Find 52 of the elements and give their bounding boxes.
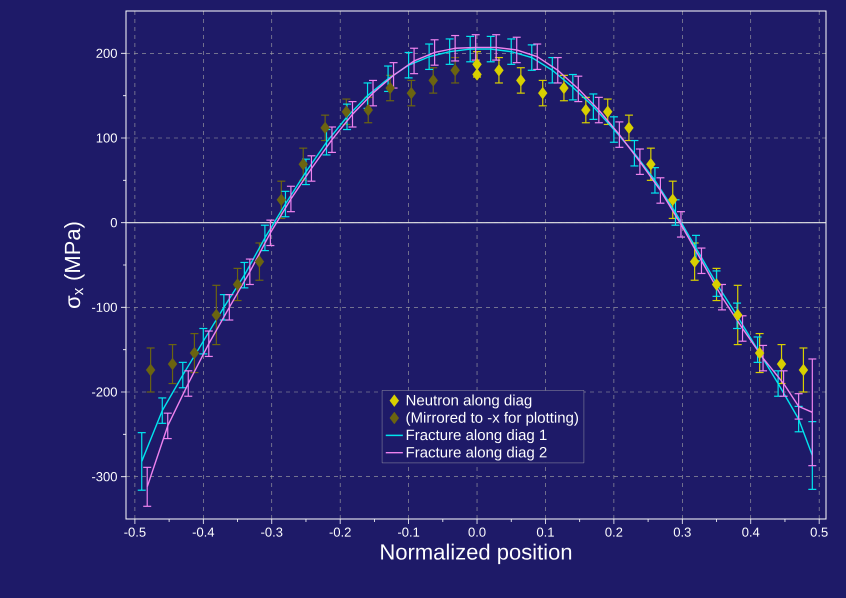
y-axis-title: σ$_{x}$ (MPa) [64,222,85,308]
x-tick-label: -0.2 [330,528,351,537]
point [190,346,200,360]
y-tick-label: 0 [110,218,117,228]
x-tick-label: 0.1 [536,528,554,537]
x-tick-label: 0.0 [468,528,486,537]
y-tick-label: -300 [92,472,117,482]
point [733,308,742,322]
point [212,308,222,322]
point [712,278,722,291]
point [690,255,700,268]
point [559,82,569,94]
point [581,104,591,116]
x-tick-label: 0.2 [605,528,622,537]
x-tick-label: 0.5 [810,528,828,537]
point [798,364,808,376]
point [516,74,526,87]
point [320,122,330,134]
y-tick-label: 200 [96,48,117,58]
x-tick-label: -0.3 [261,528,282,537]
point [428,74,438,87]
x-tick-label: -0.4 [192,528,214,537]
point [776,358,786,370]
point [406,86,416,100]
point [668,194,678,206]
x-tick-label: -0.5 [124,528,146,537]
y-tick-label: -100 [92,302,117,312]
point [276,194,286,206]
point [624,122,634,134]
legend-label: (Mirrored to -x for plotting) [406,412,578,426]
point [472,58,482,71]
point [646,158,656,170]
point [364,104,373,116]
y-tick-label: -200 [92,387,117,397]
legend-label: Fracture along diag 2 [406,446,547,461]
point [472,68,482,81]
x-axis-title: Normalized position [381,544,572,564]
x-tick-label: -0.1 [398,528,420,537]
point [494,64,504,76]
x-tick-label: 0.4 [742,528,760,537]
point [538,86,548,100]
legend-label: Neutron along diag [406,394,532,408]
point [146,364,156,376]
point [450,64,460,76]
x-tick-label: 0.3 [674,528,691,537]
point [603,106,612,118]
point [232,278,242,291]
point [385,82,395,94]
point [168,358,178,370]
point [254,255,264,268]
legend-label: Fracture along diag 1 [406,429,547,444]
y-tick-label: 100 [96,133,117,143]
